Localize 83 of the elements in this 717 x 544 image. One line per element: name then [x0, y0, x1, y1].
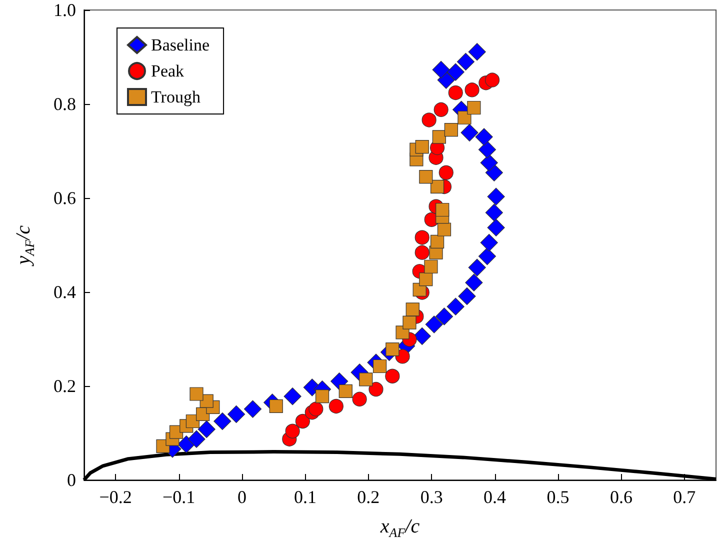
point: [444, 123, 458, 137]
point: [214, 412, 232, 430]
point: [328, 398, 344, 414]
point: [468, 43, 486, 61]
y-tick-label: 0.6: [54, 188, 76, 208]
point: [478, 140, 496, 158]
point: [460, 124, 478, 142]
x-tick-label: −0.2: [99, 487, 132, 507]
point: [190, 387, 204, 401]
y-axis-title: yAF/c: [12, 225, 37, 267]
point: [413, 327, 431, 345]
point: [487, 218, 505, 236]
point: [425, 316, 443, 334]
point: [386, 342, 400, 356]
point: [402, 316, 416, 330]
point: [484, 72, 500, 88]
legend-label: Trough: [151, 88, 201, 106]
point: [285, 424, 300, 438]
point: [372, 359, 387, 374]
point: [432, 60, 450, 78]
point: [188, 430, 206, 448]
x-tick-label: 0.4: [484, 487, 506, 507]
y-tick-label: 0.8: [54, 94, 76, 114]
y-tick-label: 0.2: [54, 376, 76, 396]
point: [475, 128, 493, 146]
point: [480, 154, 498, 172]
point: [478, 247, 496, 266]
point: [419, 272, 433, 286]
legend-label: Baseline: [151, 36, 210, 54]
point: [295, 414, 310, 429]
point: [244, 400, 262, 418]
point: [415, 140, 429, 154]
x-tick-label: 0.6: [610, 487, 632, 507]
point: [430, 234, 444, 249]
y-tick-label: 0: [67, 470, 76, 490]
point: [465, 274, 483, 292]
point: [438, 165, 454, 180]
point: [368, 382, 384, 397]
point: [487, 188, 505, 206]
point: [448, 85, 463, 100]
x-tick-label: 0.7: [673, 487, 696, 507]
x-tick-label: 0.1: [294, 487, 316, 507]
point: [467, 100, 481, 115]
point: [284, 388, 302, 406]
point: [422, 112, 436, 128]
point: [430, 180, 444, 194]
x-tick-label: 0.5: [546, 487, 570, 507]
x-tick-label: 0: [238, 487, 246, 507]
point: [338, 384, 352, 398]
point: [446, 63, 464, 81]
point: [419, 170, 433, 184]
point: [359, 372, 373, 386]
point: [456, 52, 475, 70]
point: [228, 405, 246, 423]
point: [395, 349, 410, 364]
point: [436, 202, 450, 217]
point: [269, 399, 283, 414]
point: [308, 402, 324, 416]
x-tick-label: −0.1: [162, 487, 196, 507]
point: [446, 298, 464, 316]
point: [315, 390, 330, 404]
point: [352, 392, 367, 406]
point: [468, 258, 486, 276]
point: [485, 204, 503, 222]
point: [414, 245, 430, 260]
x-tick-label: 0.3: [420, 487, 443, 507]
point: [464, 82, 480, 98]
point: [414, 230, 430, 245]
point: [458, 287, 476, 306]
point: [198, 420, 216, 438]
point: [385, 368, 400, 384]
x-tick-label: 0.2: [357, 487, 380, 507]
legend-label: Peak: [151, 62, 185, 80]
point: [480, 234, 498, 252]
point: [458, 110, 472, 124]
point: [424, 260, 438, 274]
y-tick-label: 0.4: [54, 282, 76, 302]
point: [434, 102, 448, 117]
point: [435, 308, 454, 326]
y-tick-label: 1.0: [54, 0, 76, 20]
point: [432, 130, 446, 144]
point: [406, 302, 420, 316]
point: [437, 222, 452, 236]
